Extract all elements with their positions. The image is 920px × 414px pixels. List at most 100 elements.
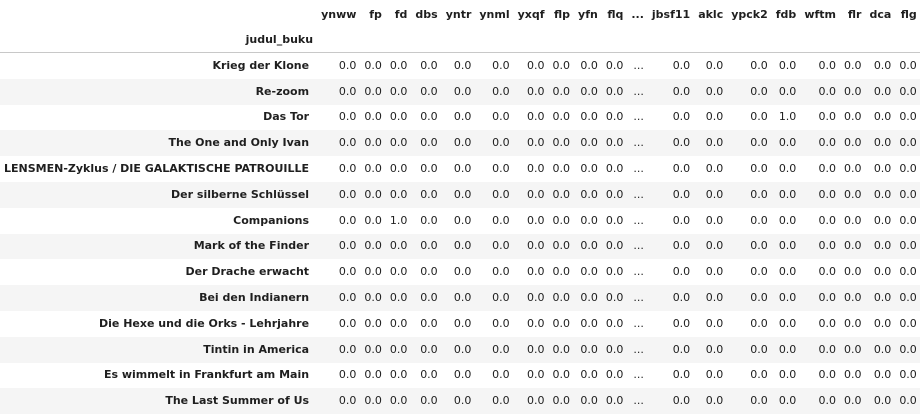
table-row: Krieg der Klone 0.0 0.0 0.0 0.0 0.0 0.0 0.0 0.0 0… (0, 52, 920, 79)
table-cell: 0.0 (705, 342, 724, 356)
table-cell: 0.0 (750, 110, 768, 124)
column-header: ... (631, 8, 644, 21)
table-cell: ... (633, 265, 644, 279)
column-header: ynww (321, 8, 357, 21)
table-cell: 0.0 (873, 394, 892, 408)
row-index-label: Die Hexe und die Orks - Lehrjahre (99, 316, 310, 330)
table-cell: 0.0 (818, 265, 836, 279)
table-cell: 0.0 (899, 162, 917, 176)
table-cell: 0.0 (672, 316, 691, 330)
table-cell: 0.0 (338, 58, 357, 72)
table-cell: 0.0 (420, 394, 438, 408)
table-cell: 0.0 (705, 84, 724, 98)
table-cell: 0.0 (527, 265, 545, 279)
table-cell: 0.0 (453, 265, 472, 279)
table-cell: ... (633, 239, 644, 253)
table-cell: 0.0 (672, 187, 691, 201)
table-cell: 0.0 (364, 316, 382, 330)
index-name-spacer (895, 28, 920, 53)
table-cell: 0.0 (843, 342, 862, 356)
table-cell: 0.0 (364, 239, 382, 253)
table-cell: 0.0 (492, 265, 510, 279)
table-row: Der silberne Schlüssel 0.0 0.0 0.0 0.0 0.0 0.0… (0, 181, 920, 208)
table-cell: 0.0 (843, 187, 862, 201)
table-cell: 0.0 (750, 162, 768, 176)
table-cell: 0.0 (672, 394, 691, 408)
table-cell: 0.0 (453, 316, 472, 330)
table-cell: 0.0 (580, 110, 598, 124)
table-cell: 0.0 (552, 394, 571, 408)
table-cell: 0.0 (338, 265, 357, 279)
table-cell: 0.0 (492, 84, 510, 98)
table-row: Es wimmelt in Frankfurt am Main 0.0 0.0 0.0… (0, 362, 920, 389)
table-cell: 0.0 (389, 84, 408, 98)
table-cell: 0.0 (672, 239, 691, 253)
table-cell: 0.0 (750, 187, 768, 201)
table-cell: 0.0 (899, 84, 917, 98)
table-cell: 0.0 (492, 110, 510, 124)
index-name-spacer (385, 28, 412, 53)
row-index-label: Mark of the Finder (193, 239, 310, 253)
table-cell: ... (633, 316, 644, 330)
index-name-spacer (865, 28, 896, 53)
table-cell: 0.0 (580, 239, 598, 253)
table-row: Bei den Indianern 0.0 0.0 0.0 0.0 0.0 0.0 0.0 0.… (0, 285, 920, 311)
table-cell: 0.0 (899, 291, 917, 305)
table-cell: 0.0 (338, 84, 357, 98)
table-cell: 0.0 (338, 291, 357, 305)
table-cell: 0.0 (527, 368, 545, 382)
table-cell: 0.0 (672, 342, 691, 356)
index-name-spacer (513, 28, 549, 53)
table-cell: 0.0 (705, 291, 724, 305)
table-cell: 0.0 (705, 213, 724, 227)
table-cell: 0.0 (778, 342, 797, 356)
table-cell: 0.0 (705, 162, 724, 176)
table-cell: 0.0 (705, 58, 724, 72)
table-cell: 0.0 (672, 110, 691, 124)
table-cell: 0.0 (453, 368, 472, 382)
table-cell: 0.0 (389, 58, 408, 72)
table-cell: 0.0 (778, 265, 797, 279)
table-cell: 0.0 (818, 187, 836, 201)
table-cell: 0.0 (338, 394, 357, 408)
table-cell: 0.0 (420, 265, 438, 279)
index-name-spacer (360, 28, 386, 53)
table-cell: 0.0 (389, 162, 408, 176)
table-cell: 0.0 (453, 84, 472, 98)
table-cell: 0.0 (899, 136, 917, 150)
table-cell: 0.0 (899, 187, 917, 201)
table-cell: 0.0 (364, 187, 382, 201)
table-cell: 0.0 (492, 239, 510, 253)
table-cell: 0.0 (873, 136, 892, 150)
table-cell: 0.0 (389, 187, 408, 201)
table-cell: 0.0 (338, 187, 357, 201)
table-cell: 0.0 (672, 84, 691, 98)
row-index-label: Krieg der Klone (212, 58, 310, 72)
table-cell: 0.0 (338, 110, 357, 124)
index-name-spacer (771, 28, 801, 53)
table-cell: 0.0 (750, 136, 768, 150)
table-row: Mark of the Finder 0.0 0.0 0.0 0.0 0.0 0.0 0.0 0… (0, 233, 920, 260)
table-cell: 0.0 (492, 187, 510, 201)
table-cell: 0.0 (843, 84, 862, 98)
table-cell: 0.0 (552, 58, 571, 72)
table-cell: ... (633, 187, 644, 201)
table-cell: 0.0 (873, 265, 892, 279)
table-cell: 0.0 (364, 84, 382, 98)
table-cell: 0.0 (492, 136, 510, 150)
row-index-label: Tintin in America (203, 342, 310, 356)
table-cell: 0.0 (818, 342, 836, 356)
index-name-spacer (548, 28, 575, 53)
table-cell: 0.0 (389, 316, 408, 330)
column-header-row: ynww fp fd dbs yntr ynml yxqf flp yfn flq... jbsf1… (0, 2, 920, 28)
table-cell: 0.0 (605, 394, 624, 408)
table-cell: 0.0 (778, 187, 797, 201)
table-cell: 0.0 (778, 394, 797, 408)
table-cell: 0.0 (552, 368, 571, 382)
table-cell: 0.0 (580, 368, 598, 382)
table-cell: 0.0 (364, 136, 382, 150)
table-cell: 0.0 (873, 239, 892, 253)
table-cell: 0.0 (672, 265, 691, 279)
table-cell: 0.0 (605, 84, 624, 98)
